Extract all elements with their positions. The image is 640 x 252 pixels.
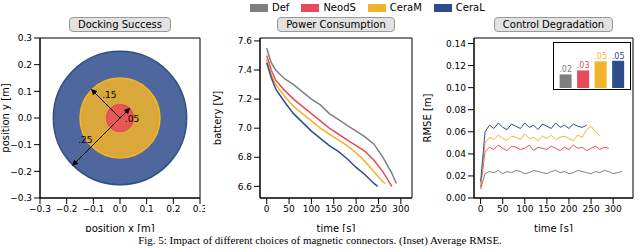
svg-text:.03: .03: [577, 61, 590, 70]
svg-text:50: 50: [497, 204, 509, 214]
svg-text:7.0: 7.0: [238, 123, 253, 133]
svg-text:time [s]: time [s]: [317, 223, 356, 232]
svg-text:0.06: 0.06: [446, 127, 466, 137]
html-text:Docking Success: Docking Success: [78, 19, 162, 30]
svg-text:−0.1: −0.1: [82, 204, 104, 214]
html-text:Power Consumption: Power Consumption: [286, 19, 386, 30]
svg-text:RMSE [m]: RMSE [m]: [422, 93, 433, 142]
svg-text:7.6: 7.6: [238, 36, 253, 46]
svg-text:0.00: 0.00: [446, 193, 466, 203]
svg-text:0.08: 0.08: [446, 105, 466, 115]
svg-text:0.1: 0.1: [140, 204, 154, 214]
html-text:CeraM: CeraM: [389, 2, 422, 13]
svg-text:.25: .25: [78, 135, 92, 145]
svg-text:0.10: 0.10: [446, 83, 466, 93]
svg-text:250: 250: [582, 204, 599, 214]
svg-text:0.2: 0.2: [18, 60, 32, 70]
svg-text:0.0: 0.0: [113, 204, 128, 214]
svg-text:150: 150: [538, 204, 555, 214]
svg-text:6.6: 6.6: [238, 182, 253, 192]
html-text:Def: Def: [272, 2, 290, 13]
html-text:CeraL: CeraL: [455, 2, 485, 13]
svg-text:−0.2: −0.2: [10, 167, 32, 177]
svg-text:50: 50: [283, 204, 295, 214]
svg-text:250: 250: [370, 204, 387, 214]
svg-text:.05: .05: [594, 52, 607, 61]
svg-text:0.1: 0.1: [18, 87, 32, 97]
svg-text:200: 200: [560, 204, 577, 214]
svg-text:position x [m]: position x [m]: [85, 223, 155, 232]
svg-text:0.14: 0.14: [446, 39, 466, 49]
svg-text:6.8: 6.8: [238, 152, 253, 162]
svg-text:100: 100: [303, 204, 320, 214]
svg-text:7.2: 7.2: [238, 94, 252, 104]
svg-text:−0.2: −0.2: [56, 204, 78, 214]
svg-text:0.02: 0.02: [446, 171, 466, 181]
svg-text:0.3: 0.3: [18, 33, 32, 43]
svg-text:7.4: 7.4: [238, 65, 253, 75]
svg-text:0.0: 0.0: [18, 113, 33, 123]
svg-text:battery [V]: battery [V]: [212, 91, 223, 145]
svg-text:.05: .05: [612, 52, 625, 61]
svg-text:position y [m]: position y [m]: [8, 83, 11, 153]
svg-text:−0.3: −0.3: [10, 193, 32, 203]
svg-text:0: 0: [478, 204, 484, 214]
svg-text:300: 300: [392, 204, 409, 214]
svg-text:100: 100: [516, 204, 533, 214]
svg-text:.15: .15: [102, 90, 116, 100]
svg-text:0: 0: [264, 204, 270, 214]
svg-text:−0.1: −0.1: [10, 140, 32, 150]
svg-text:.05: .05: [125, 114, 139, 124]
svg-text:0.3: 0.3: [193, 204, 205, 214]
svg-text:200: 200: [348, 204, 365, 214]
svg-text:−0.3: −0.3: [29, 204, 51, 214]
svg-text:300: 300: [605, 204, 622, 214]
html-text:Control Degradation: Control Degradation: [502, 19, 605, 30]
svg-text:150: 150: [325, 204, 342, 214]
svg-text:0.2: 0.2: [166, 204, 180, 214]
svg-text:time [s]: time [s]: [534, 223, 573, 232]
html-text:NeodS: NeodS: [323, 2, 356, 13]
svg-text:0.12: 0.12: [446, 61, 466, 71]
svg-text:.02: .02: [559, 65, 572, 74]
html-text:Fig. 5: Impact of different ch: Fig. 5: Impact of different choices of m…: [138, 234, 502, 246]
svg-text:0.04: 0.04: [446, 149, 466, 159]
